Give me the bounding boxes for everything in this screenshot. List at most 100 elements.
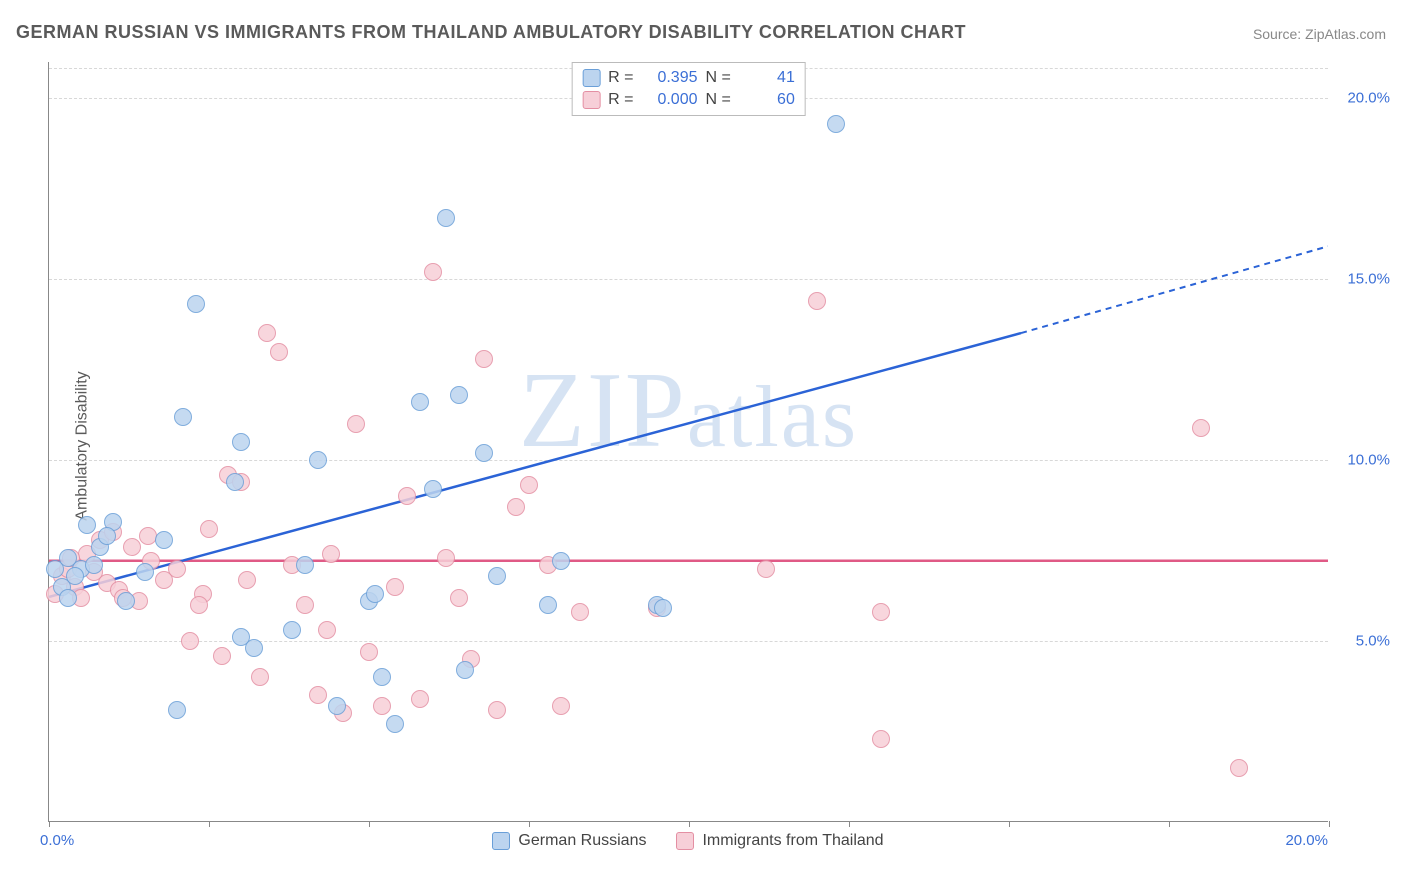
- point-series2: [475, 350, 493, 368]
- x-tick-mark: [49, 821, 50, 827]
- point-series2: [238, 571, 256, 589]
- x-tick-mark: [1329, 821, 1330, 827]
- point-series1: [296, 556, 314, 574]
- point-series1: [654, 599, 672, 617]
- swatch-series1: [582, 69, 600, 87]
- point-series2: [507, 498, 525, 516]
- point-series1: [475, 444, 493, 462]
- y-tick-label: 5.0%: [1334, 633, 1390, 650]
- point-series2: [270, 343, 288, 361]
- point-series1: [187, 295, 205, 313]
- point-series2: [872, 603, 890, 621]
- point-series2: [360, 643, 378, 661]
- stats-legend: R = 0.395 N = 41 R = 0.000 N = 60: [571, 62, 806, 116]
- y-tick-label: 15.0%: [1334, 271, 1390, 288]
- plot-area: ZIPatlas 5.0%10.0%15.0%20.0% R = 0.395 N…: [48, 62, 1328, 822]
- r-label: R =: [608, 69, 633, 87]
- point-series1: [411, 393, 429, 411]
- point-series2: [373, 697, 391, 715]
- point-series1: [168, 701, 186, 719]
- point-series2: [347, 415, 365, 433]
- point-series1: [450, 386, 468, 404]
- point-series2: [1192, 419, 1210, 437]
- point-series2: [1230, 759, 1248, 777]
- point-series2: [488, 701, 506, 719]
- point-series1: [66, 567, 84, 585]
- point-series2: [322, 545, 340, 563]
- point-series1: [85, 556, 103, 574]
- point-series1: [373, 668, 391, 686]
- point-series2: [296, 596, 314, 614]
- r-value: 0.000: [642, 91, 698, 109]
- x-tick-mark: [1169, 821, 1170, 827]
- point-series2: [190, 596, 208, 614]
- swatch-series2: [676, 832, 694, 850]
- x-tick-mark: [849, 821, 850, 827]
- point-series1: [98, 527, 116, 545]
- n-value: 41: [739, 69, 795, 87]
- series-legend: German Russians Immigrants from Thailand: [48, 832, 1328, 850]
- point-series1: [78, 516, 96, 534]
- point-series1: [136, 563, 154, 581]
- point-series2: [808, 292, 826, 310]
- point-series2: [450, 589, 468, 607]
- point-series2: [386, 578, 404, 596]
- swatch-series2: [582, 91, 600, 109]
- point-series2: [318, 621, 336, 639]
- legend-item-2: Immigrants from Thailand: [676, 832, 883, 850]
- point-series1: [117, 592, 135, 610]
- point-series1: [437, 209, 455, 227]
- point-series2: [213, 647, 231, 665]
- stats-row-1: R = 0.395 N = 41: [582, 67, 795, 89]
- scatter-points: [49, 62, 1328, 821]
- n-value: 60: [739, 91, 795, 109]
- point-series2: [424, 263, 442, 281]
- point-series1: [283, 621, 301, 639]
- point-series2: [552, 697, 570, 715]
- source-attribution: Source: ZipAtlas.com: [1253, 26, 1386, 42]
- point-series1: [232, 433, 250, 451]
- y-tick-label: 20.0%: [1334, 90, 1390, 107]
- point-series1: [539, 596, 557, 614]
- x-tick-mark: [529, 821, 530, 827]
- point-series2: [139, 527, 157, 545]
- stats-row-2: R = 0.000 N = 60: [582, 89, 795, 111]
- point-series1: [386, 715, 404, 733]
- x-tick-mark: [689, 821, 690, 827]
- point-series2: [123, 538, 141, 556]
- point-series1: [366, 585, 384, 603]
- point-series2: [181, 632, 199, 650]
- point-series1: [456, 661, 474, 679]
- point-series2: [398, 487, 416, 505]
- point-series2: [520, 476, 538, 494]
- swatch-series1: [492, 832, 510, 850]
- point-series1: [155, 531, 173, 549]
- point-series1: [488, 567, 506, 585]
- point-series2: [200, 520, 218, 538]
- x-tick-mark: [1009, 821, 1010, 827]
- point-series2: [571, 603, 589, 621]
- point-series2: [872, 730, 890, 748]
- r-label: R =: [608, 91, 633, 109]
- point-series2: [251, 668, 269, 686]
- x-tick-mark: [209, 821, 210, 827]
- point-series2: [437, 549, 455, 567]
- y-tick-label: 10.0%: [1334, 452, 1390, 469]
- point-series2: [258, 324, 276, 342]
- point-series1: [328, 697, 346, 715]
- point-series2: [411, 690, 429, 708]
- point-series1: [424, 480, 442, 498]
- point-series1: [174, 408, 192, 426]
- legend-item-1: German Russians: [492, 832, 646, 850]
- point-series1: [226, 473, 244, 491]
- point-series1: [552, 552, 570, 570]
- r-value: 0.395: [642, 69, 698, 87]
- point-series2: [168, 560, 186, 578]
- n-label: N =: [706, 91, 731, 109]
- legend-label: German Russians: [518, 832, 646, 850]
- n-label: N =: [706, 69, 731, 87]
- point-series2: [309, 686, 327, 704]
- point-series1: [827, 115, 845, 133]
- legend-label: Immigrants from Thailand: [702, 832, 883, 850]
- chart-title: GERMAN RUSSIAN VS IMMIGRANTS FROM THAILA…: [16, 22, 966, 43]
